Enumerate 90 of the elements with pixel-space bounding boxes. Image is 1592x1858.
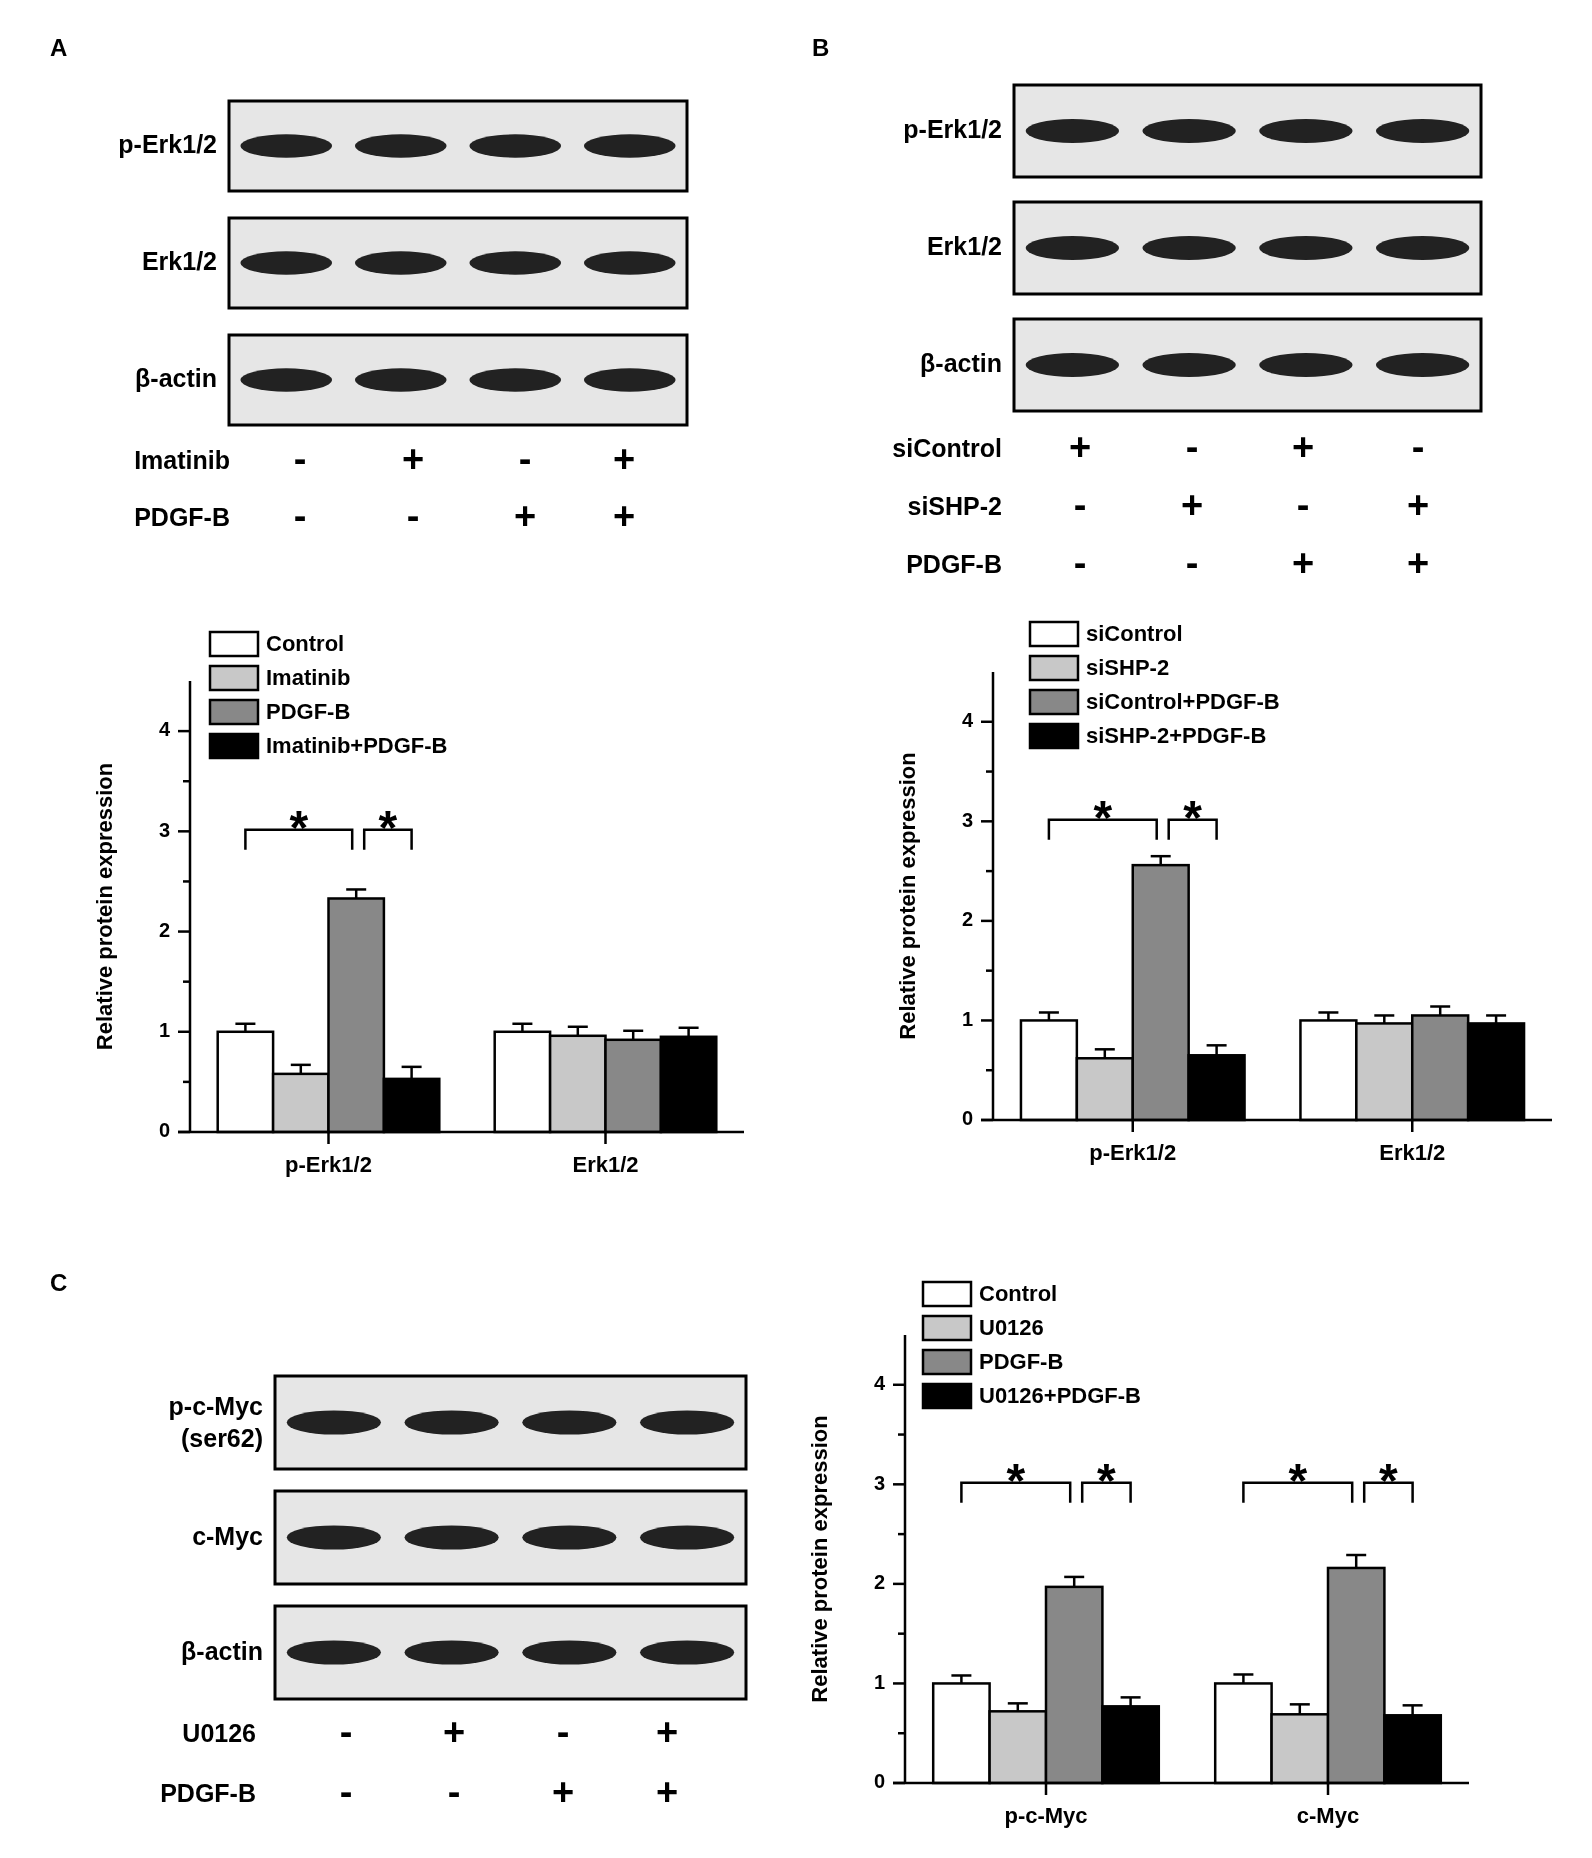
annotation: * [289,800,309,854]
category-label: p-Erk1/2 [903,114,1002,143]
text: + [401,438,425,481]
text: + [655,1771,679,1814]
category-label: p-Erk1/2 [118,129,217,158]
text: + [655,1711,679,1754]
y-tick-label: 2 [158,918,170,941]
y-tick-label: 2 [961,908,973,931]
y-axis-title: Relative protein expression [92,762,117,1051]
category-label: β-actin [920,348,1002,377]
legend-label: siControl+PDGF-B [1086,688,1280,714]
text: - [339,1771,353,1814]
y-axis-title: Relative protein expression [895,752,920,1040]
text: - [1185,542,1199,585]
legend-label: siSHP-2 [1086,654,1170,680]
text: - [1185,426,1199,469]
category-label: PDGF-B [134,502,230,531]
text: - [1296,484,1310,527]
x-tick-label: Erk1/2 [1379,1140,1446,1165]
legend-label: Imatinib+PDGF-B [266,732,448,758]
category-label: siControl [892,433,1002,462]
category-label: Erk1/2 [141,246,217,275]
legend-label: siControl [1086,620,1183,646]
text: + [1406,484,1430,527]
y-axis-title: Relative protein expression [807,1415,832,1703]
x-tick-label: p-c-Myc [1004,1803,1088,1828]
y-tick-label: 0 [158,1119,170,1142]
legend-label: U0126+PDGF-B [979,1382,1142,1408]
legend-label: siSHP-2+PDGF-B [1086,722,1267,748]
legend-label: Control [266,630,345,656]
category-label: c-Myc [192,1521,263,1550]
text: A [50,34,68,61]
annotation: * [1006,1453,1026,1507]
text: + [442,1711,466,1754]
y-tick-label: 3 [961,808,973,831]
y-tick-label: 1 [158,1019,170,1042]
text: + [551,1771,575,1814]
text: - [447,1771,461,1814]
y-tick-label: 2 [873,1571,885,1594]
category-label: p-c-Myc (ser62) [168,1391,263,1452]
y-tick-label: 3 [158,818,170,841]
category-label: β-actin [135,363,217,392]
x-tick-label: p-Erk1/2 [1089,1140,1177,1165]
text: + [1406,542,1430,585]
text: - [556,1711,570,1754]
legend-label: PDGF-B [266,698,351,724]
x-tick-label: p-Erk1/2 [285,1152,372,1177]
y-tick-label: 4 [961,709,974,732]
text: + [1291,426,1315,469]
y-tick-label: 1 [961,1007,973,1030]
annotation: * [1288,1453,1308,1507]
legend-label: U0126 [979,1314,1044,1340]
text: + [1068,426,1092,469]
text: B [812,34,830,61]
text: + [612,495,636,538]
text: + [612,438,636,481]
y-tick-label: 4 [873,1372,886,1395]
category-label: U0126 [182,1718,256,1747]
category-label: PDGF-B [160,1778,256,1807]
category-label: Imatinib [134,445,230,474]
text: - [1411,426,1425,469]
text: - [1073,542,1087,585]
category-label: siSHP-2 [907,491,1002,520]
text: + [1291,542,1315,585]
text: - [293,495,307,538]
annotation: * [1093,790,1113,844]
annotation: * [1379,1453,1399,1507]
text: - [406,495,420,538]
category-label: β-actin [181,1636,263,1665]
y-tick-label: 0 [873,1770,885,1793]
text: - [1073,484,1087,527]
legend-label: Imatinib [266,664,351,690]
category-label: PDGF-B [906,549,1002,578]
legend-label: Control [979,1280,1058,1306]
text: + [513,495,537,538]
annotation: * [1097,1453,1117,1507]
text: C [50,1269,68,1296]
text: - [518,438,532,481]
text: + [1180,484,1204,527]
y-tick-label: 3 [873,1471,885,1494]
y-tick-label: 0 [961,1107,973,1130]
annotation: * [378,800,398,854]
category-label: Erk1/2 [926,231,1002,260]
y-tick-label: 4 [158,718,171,741]
y-tick-label: 1 [873,1670,885,1693]
text: - [339,1711,353,1754]
x-tick-label: Erk1/2 [572,1152,639,1177]
text: - [293,438,307,481]
legend-label: PDGF-B [979,1348,1064,1374]
annotation: * [1183,790,1203,844]
